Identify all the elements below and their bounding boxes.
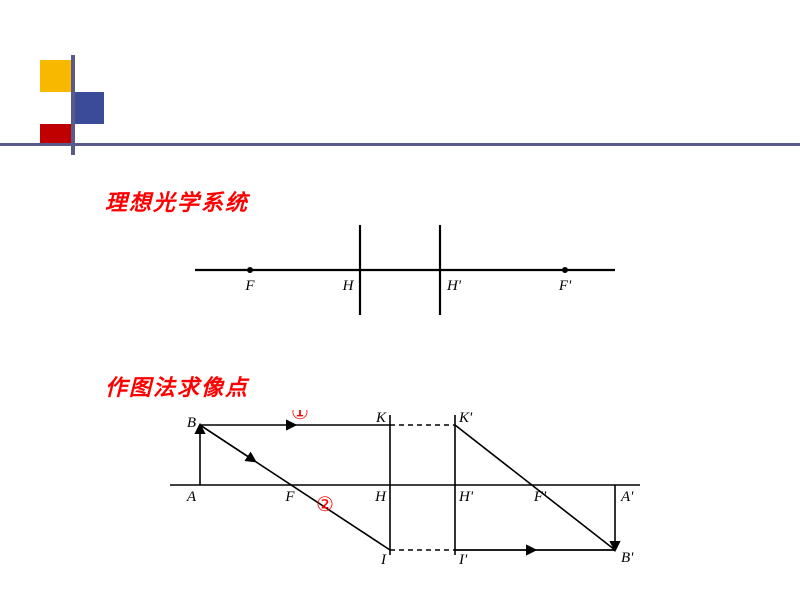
diagram-ray-tracing: A B F H H' K K' I I' F' A' B' ① ② [165, 410, 645, 570]
svg-text:B': B' [621, 550, 634, 566]
svg-text:H': H' [458, 489, 474, 505]
svg-text:A: A [186, 489, 197, 505]
slide-logo [0, 0, 800, 160]
svg-text:B: B [187, 415, 196, 431]
svg-text:F': F' [558, 278, 572, 294]
svg-text:K: K [375, 410, 387, 426]
svg-text:F': F' [533, 489, 547, 505]
svg-text:H: H [342, 278, 355, 294]
svg-text:①: ① [291, 410, 309, 424]
svg-text:F: F [244, 278, 255, 294]
svg-text:②: ② [316, 494, 334, 516]
svg-text:A': A' [620, 489, 634, 505]
heading-ideal-optical-system: 理想光学系统 [105, 185, 249, 217]
svg-text:H: H [374, 489, 387, 505]
svg-text:H': H' [446, 278, 462, 294]
svg-text:F: F [284, 489, 295, 505]
diagram-ideal-system: F H H' F' [195, 220, 615, 320]
heading-graphical-method: 作图法求像点 [105, 370, 249, 402]
svg-text:K': K' [458, 410, 473, 426]
svg-text:I': I' [458, 552, 468, 568]
svg-text:I: I [380, 552, 387, 568]
